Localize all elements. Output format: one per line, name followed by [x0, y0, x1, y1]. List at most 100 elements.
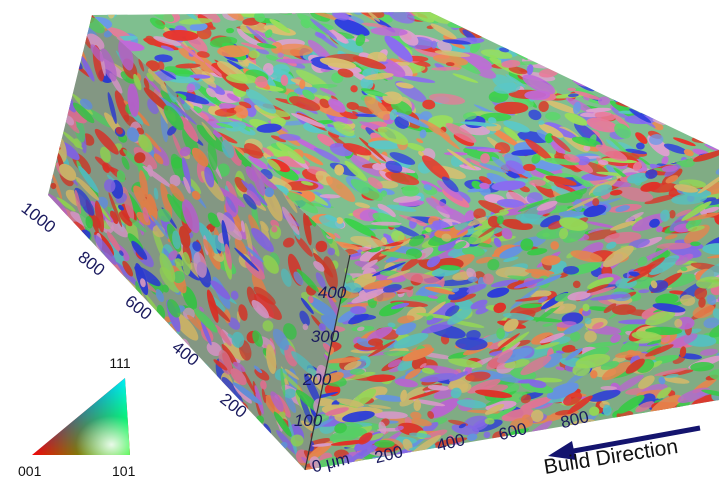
grain — [702, 35, 719, 53]
grain — [77, 331, 96, 357]
grain — [699, 415, 710, 425]
grain — [398, 62, 410, 66]
grain — [660, 41, 695, 59]
grain — [76, 313, 105, 342]
grain — [666, 1, 687, 12]
grain — [650, 465, 675, 482]
grain — [34, 289, 55, 318]
grain — [240, 416, 259, 454]
grain — [675, 50, 699, 68]
grain — [700, 50, 719, 69]
grain — [43, 413, 55, 437]
grain — [463, 0, 478, 12]
grain — [145, 427, 176, 460]
grain — [699, 0, 715, 13]
grain — [68, 47, 81, 68]
grain — [38, 332, 68, 361]
grain — [39, 331, 51, 342]
grain — [82, 341, 98, 356]
grain — [137, 426, 148, 444]
grain — [644, 77, 652, 85]
height-label: 300 — [311, 327, 340, 346]
grain — [505, 447, 514, 452]
grain — [69, 310, 87, 336]
grain — [698, 93, 719, 117]
grain — [139, 427, 157, 460]
grain — [44, 55, 69, 76]
grain — [34, 237, 47, 248]
grain — [666, 95, 694, 117]
grain — [693, 45, 716, 59]
grain — [204, 466, 220, 482]
grain — [158, 4, 168, 12]
grain — [31, 347, 60, 374]
grain — [62, 379, 76, 392]
grain — [156, 449, 165, 458]
grain — [34, 284, 46, 296]
grain — [186, 454, 191, 464]
grain — [678, 104, 710, 121]
grain — [520, 453, 531, 461]
grain — [52, 108, 66, 129]
grain — [458, 1, 495, 10]
grain — [581, 27, 600, 39]
grain — [647, 51, 658, 61]
grain — [51, 346, 69, 380]
grain — [671, 64, 686, 80]
grain — [33, 125, 63, 152]
grain — [164, 357, 175, 379]
grain — [574, 6, 596, 26]
grain — [661, 71, 685, 86]
grain — [68, 16, 82, 30]
grain — [158, 337, 166, 347]
grain — [478, 0, 499, 15]
grain — [515, 30, 549, 45]
grain — [73, 302, 89, 329]
grain — [139, 333, 173, 364]
grain — [552, 26, 566, 39]
grain — [697, 116, 719, 130]
grain — [536, 434, 564, 450]
grain — [661, 55, 672, 67]
grain — [48, 420, 60, 432]
grain — [681, 47, 714, 73]
grain — [149, 357, 165, 370]
grain — [162, 458, 178, 483]
grain — [658, 21, 676, 34]
grain — [46, 334, 59, 348]
grain — [467, 4, 478, 16]
grain — [472, 0, 508, 25]
grain — [704, 79, 719, 107]
grain — [256, 445, 276, 466]
grain — [166, 398, 198, 425]
grain — [158, 360, 188, 393]
grain — [115, 291, 123, 305]
grain — [58, 8, 73, 24]
grain — [47, 313, 61, 345]
grain — [54, 77, 69, 92]
grain — [39, 366, 56, 394]
legend-111: 111 — [109, 355, 130, 371]
grain — [714, 140, 719, 148]
grain — [714, 120, 719, 139]
grain — [95, 1, 121, 12]
grain — [665, 0, 698, 19]
grain — [152, 433, 179, 457]
grain — [638, 7, 656, 16]
grain — [681, 57, 718, 78]
grain — [707, 82, 719, 92]
grain — [492, 459, 521, 476]
grain — [39, 325, 61, 352]
grain — [49, 364, 61, 375]
grain — [612, 69, 628, 78]
grain — [678, 85, 697, 100]
grain — [694, 46, 707, 58]
grain — [524, 90, 550, 100]
grain — [43, 379, 57, 399]
grain — [54, 381, 76, 402]
grain — [199, 399, 216, 416]
grain — [165, 447, 183, 463]
grain — [626, 48, 656, 67]
grain — [655, 77, 680, 92]
grain — [620, 79, 638, 93]
